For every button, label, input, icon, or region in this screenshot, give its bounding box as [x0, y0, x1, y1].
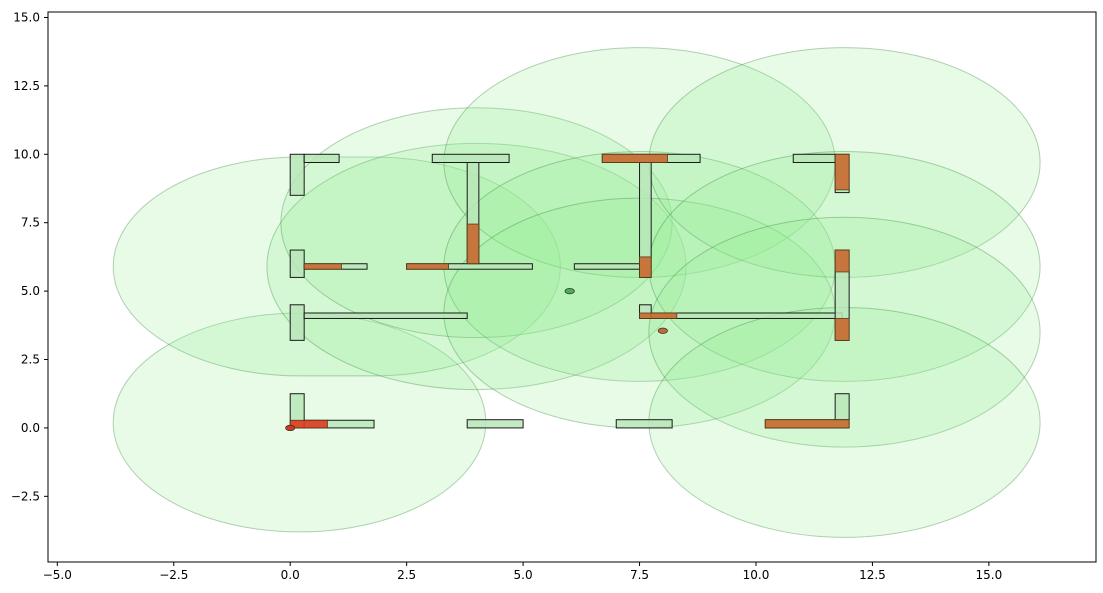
y-tick-label: 7.5 [21, 216, 40, 230]
x-tick-label: −5.0 [43, 568, 72, 582]
wall-segment-23 [834, 393, 850, 421]
hit-segments [289, 153, 850, 429]
wall-segment-18 [615, 419, 673, 429]
x-tick-label: 2.5 [397, 568, 416, 582]
hit-segment-4 [601, 153, 668, 163]
y-axis: −2.5 0.0 2.5 5.0 7.5 10.0 12.5 15.0 [11, 10, 48, 503]
y-tick-label: 12.5 [13, 79, 40, 93]
hit-segment-10 [764, 419, 850, 429]
hit-segment-6 [639, 312, 678, 319]
x-tick-label: 12.5 [859, 568, 886, 582]
x-tick-label: 7.5 [630, 568, 649, 582]
hit-segment-1 [303, 263, 342, 270]
y-tick-label: −2.5 [11, 489, 40, 503]
x-tick-label: 15.0 [976, 568, 1003, 582]
wall-segment-17 [650, 312, 843, 319]
sample-point-1 [564, 287, 575, 295]
y-tick-label: 0.0 [21, 421, 40, 435]
wall-segment-3 [289, 249, 305, 278]
hit-segment-9 [834, 318, 850, 341]
wall-segment-12 [466, 419, 524, 429]
wall-segment-1 [289, 153, 305, 196]
x-tick-label: 10.0 [743, 568, 770, 582]
hit-segment-5 [639, 256, 652, 278]
wall-segment-15 [573, 263, 641, 270]
sample-point-2 [657, 327, 668, 334]
hit-segment-3 [466, 223, 480, 265]
hit-segment-8 [834, 249, 850, 273]
x-tick-label: 0.0 [281, 568, 300, 582]
hit-segment-7 [834, 153, 850, 191]
hit-segment-2 [406, 263, 449, 270]
wall-segment-9 [431, 153, 510, 163]
y-tick-label: 2.5 [21, 353, 40, 367]
x-tick-label: 5.0 [514, 568, 533, 582]
wall-segment-6 [303, 312, 468, 319]
y-tick-label: 5.0 [21, 284, 40, 298]
plot-frame [47, 11, 1097, 563]
y-tick-label: 15.0 [13, 10, 40, 24]
sample-points [285, 287, 668, 432]
wall-segment-5 [289, 304, 305, 341]
sample-point-3 [285, 424, 296, 432]
wall-segment-2 [303, 153, 340, 163]
x-axis: −5.0 −2.5 0.0 2.5 5.0 7.5 10.0 12.5 15.0 [43, 562, 1002, 582]
wall-segment-19 [792, 153, 836, 163]
x-tick-label: −2.5 [159, 568, 188, 582]
hit-segment-11 [289, 419, 328, 429]
y-tick-label: 10.0 [13, 147, 40, 161]
